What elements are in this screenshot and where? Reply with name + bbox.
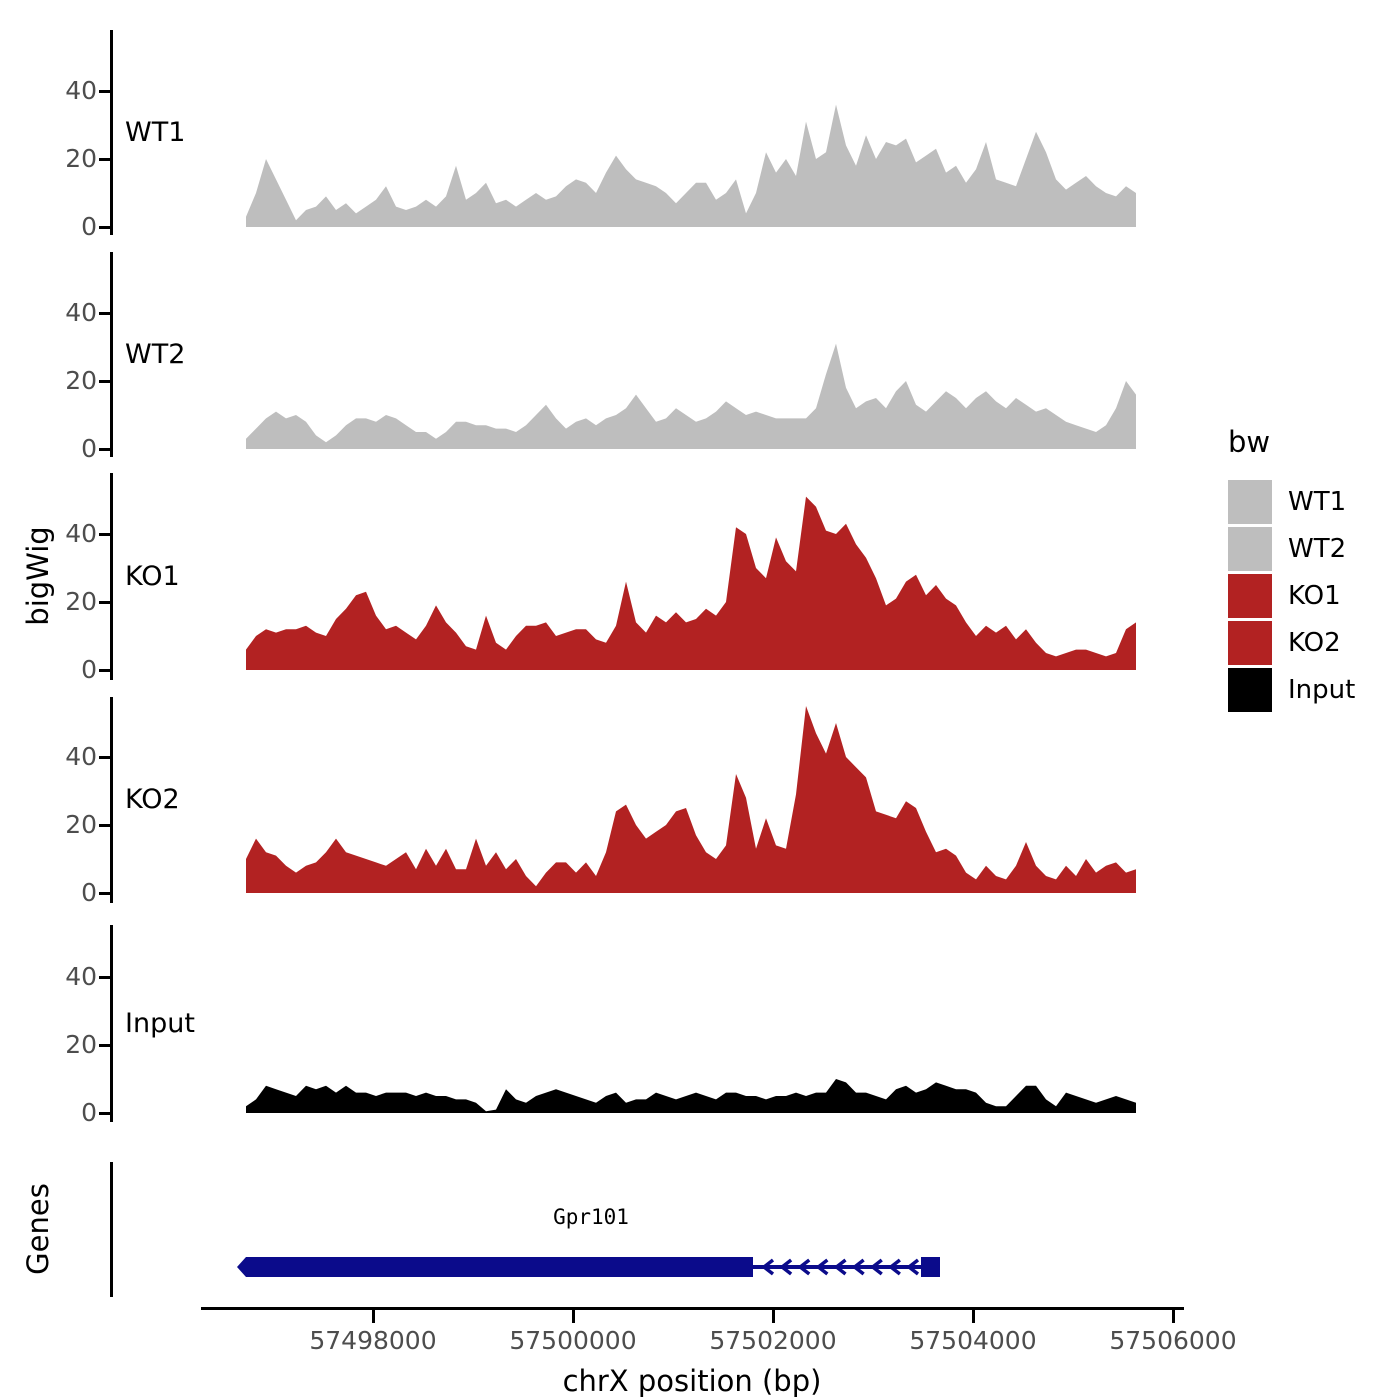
y-tick-WT1-20	[99, 158, 110, 161]
y-tick-WT2-20	[99, 380, 110, 383]
legend-swatch-WT2	[1228, 527, 1272, 571]
y-tick-WT2-40	[99, 312, 110, 315]
y-tick-label-Input-20: 20	[65, 1030, 97, 1059]
y-axis-line-KO2	[110, 697, 113, 903]
gene-exon-1	[246, 1257, 753, 1277]
y-tick-KO2-20	[99, 824, 110, 827]
x-tick-57500000	[572, 1310, 575, 1323]
y-axis-title: bigWig	[21, 526, 55, 626]
y-tick-label-WT2-20: 20	[65, 366, 97, 395]
legend-swatch-KO2	[1228, 621, 1272, 665]
gene-name-label: Gpr101	[553, 1205, 629, 1229]
y-tick-KO2-0	[99, 892, 110, 895]
facet-label-WT2: WT2	[125, 338, 186, 370]
area-shape-WT2	[246, 343, 1136, 449]
legend-swatch-WT1	[1228, 480, 1272, 524]
area-track-WT2	[246, 343, 1136, 449]
area-shape-KO2	[246, 706, 1136, 893]
gene-strand-arrow	[761, 1258, 775, 1276]
y-tick-label-KO1-40: 40	[65, 519, 97, 548]
y-tick-Input-0	[99, 1112, 110, 1115]
y-axis-line-Input	[110, 925, 113, 1122]
y-tick-label-KO1-20: 20	[65, 587, 97, 616]
area-shape-WT1	[246, 104, 1136, 227]
genes-axis-line	[110, 1162, 113, 1297]
facet-label-Input: Input	[125, 1007, 195, 1039]
legend-label-KO1: KO1	[1288, 581, 1341, 611]
x-tick-label-57502000: 57502000	[709, 1326, 837, 1355]
x-tick-57498000	[372, 1310, 375, 1323]
y-tick-label-WT2-0: 0	[81, 434, 97, 463]
y-tick-label-WT1-0: 0	[81, 212, 97, 241]
legend-label-Input: Input	[1288, 675, 1356, 705]
legend-label-KO2: KO2	[1288, 628, 1341, 658]
y-tick-KO2-40	[99, 756, 110, 759]
x-tick-57502000	[772, 1310, 775, 1323]
y-tick-label-KO2-0: 0	[81, 878, 97, 907]
y-tick-Input-20	[99, 1044, 110, 1047]
x-tick-label-57498000: 57498000	[309, 1326, 437, 1355]
gene-strand-arrow	[906, 1258, 920, 1276]
y-tick-label-Input-40: 40	[65, 962, 97, 991]
area-track-Input	[246, 1079, 1136, 1113]
legend-swatch-Input	[1228, 668, 1272, 712]
y-tick-label-Input-0: 0	[81, 1098, 97, 1127]
x-tick-label-57500000: 57500000	[509, 1326, 637, 1355]
gene-exon-2	[921, 1257, 940, 1277]
facet-label-WT1: WT1	[125, 116, 186, 148]
facet-label-KO2: KO2	[125, 784, 180, 815]
legend-swatch-KO1	[1228, 574, 1272, 618]
facet-label-KO1: KO1	[125, 560, 180, 592]
y-tick-KO1-40	[99, 533, 110, 536]
legend-label-WT2: WT2	[1288, 534, 1347, 564]
y-tick-label-WT1-40: 40	[65, 76, 97, 105]
area-shape-Input	[246, 1079, 1136, 1113]
y-tick-label-KO2-40: 40	[65, 742, 97, 771]
legend-title: bw	[1228, 425, 1271, 459]
x-axis-line	[201, 1307, 1184, 1310]
gene-end-tip	[237, 1257, 246, 1277]
x-tick-label-57506000: 57506000	[1109, 1326, 1237, 1355]
gene-strand-arrow	[851, 1258, 865, 1276]
y-tick-WT2-0	[99, 448, 110, 451]
gene-strand-arrow	[888, 1258, 901, 1276]
gene-strand-arrow	[833, 1258, 847, 1276]
x-tick-label-57504000: 57504000	[909, 1326, 1037, 1355]
x-axis-title: chrX position (bp)	[562, 1364, 822, 1398]
y-axis-line-WT2	[110, 252, 113, 457]
x-tick-57506000	[1172, 1310, 1175, 1323]
y-tick-KO1-0	[99, 669, 110, 672]
gene-strand-arrow	[797, 1258, 811, 1276]
gene-strand-arrow	[869, 1258, 883, 1276]
legend-label-WT1: WT1	[1288, 487, 1347, 517]
area-track-KO2	[246, 706, 1136, 893]
y-tick-WT1-0	[99, 226, 110, 229]
gene-strand-arrow	[779, 1258, 793, 1276]
y-tick-Input-40	[99, 976, 110, 979]
y-tick-label-WT1-20: 20	[65, 144, 97, 173]
y-tick-label-KO1-0: 0	[81, 655, 97, 684]
y-axis-line-KO1	[110, 473, 113, 680]
x-tick-57504000	[972, 1310, 975, 1323]
y-tick-label-WT2-40: 40	[65, 298, 97, 327]
y-axis-line-WT1	[110, 30, 113, 235]
area-track-KO1	[246, 496, 1136, 670]
y-tick-label-KO2-20: 20	[65, 810, 97, 839]
area-track-WT1	[246, 104, 1136, 227]
y-tick-KO1-20	[99, 601, 110, 604]
gene-model-Gpr101	[237, 1257, 940, 1277]
gene-strand-arrow	[815, 1258, 829, 1276]
y-tick-WT1-40	[99, 90, 110, 93]
area-shape-KO1	[246, 496, 1136, 670]
